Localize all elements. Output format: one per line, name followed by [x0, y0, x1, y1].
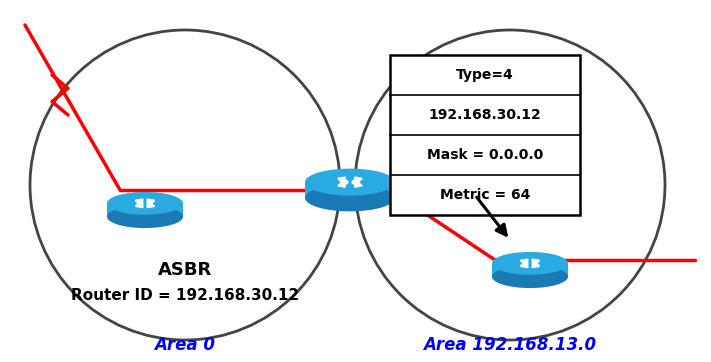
- Ellipse shape: [107, 192, 183, 215]
- Text: Area 0: Area 0: [154, 336, 215, 354]
- Ellipse shape: [492, 265, 568, 288]
- Bar: [390, 55, 580, 215]
- Ellipse shape: [305, 169, 395, 195]
- Text: Router ID = 192.168.30.12: Router ID = 192.168.30.12: [71, 287, 299, 303]
- Text: Mask = 0.0.0.0: Mask = 0.0.0.0: [427, 148, 543, 162]
- Ellipse shape: [492, 252, 568, 275]
- Text: ASBR: ASBR: [158, 261, 212, 279]
- Ellipse shape: [107, 205, 183, 228]
- FancyBboxPatch shape: [107, 203, 183, 216]
- FancyBboxPatch shape: [492, 263, 568, 277]
- Text: Metric = 64: Metric = 64: [440, 188, 530, 202]
- FancyBboxPatch shape: [305, 182, 395, 198]
- Text: Area 192.168.13.0: Area 192.168.13.0: [424, 336, 597, 354]
- Text: Type=4: Type=4: [456, 68, 514, 82]
- Text: 192.168.30.12: 192.168.30.12: [429, 108, 541, 122]
- Ellipse shape: [305, 184, 395, 211]
